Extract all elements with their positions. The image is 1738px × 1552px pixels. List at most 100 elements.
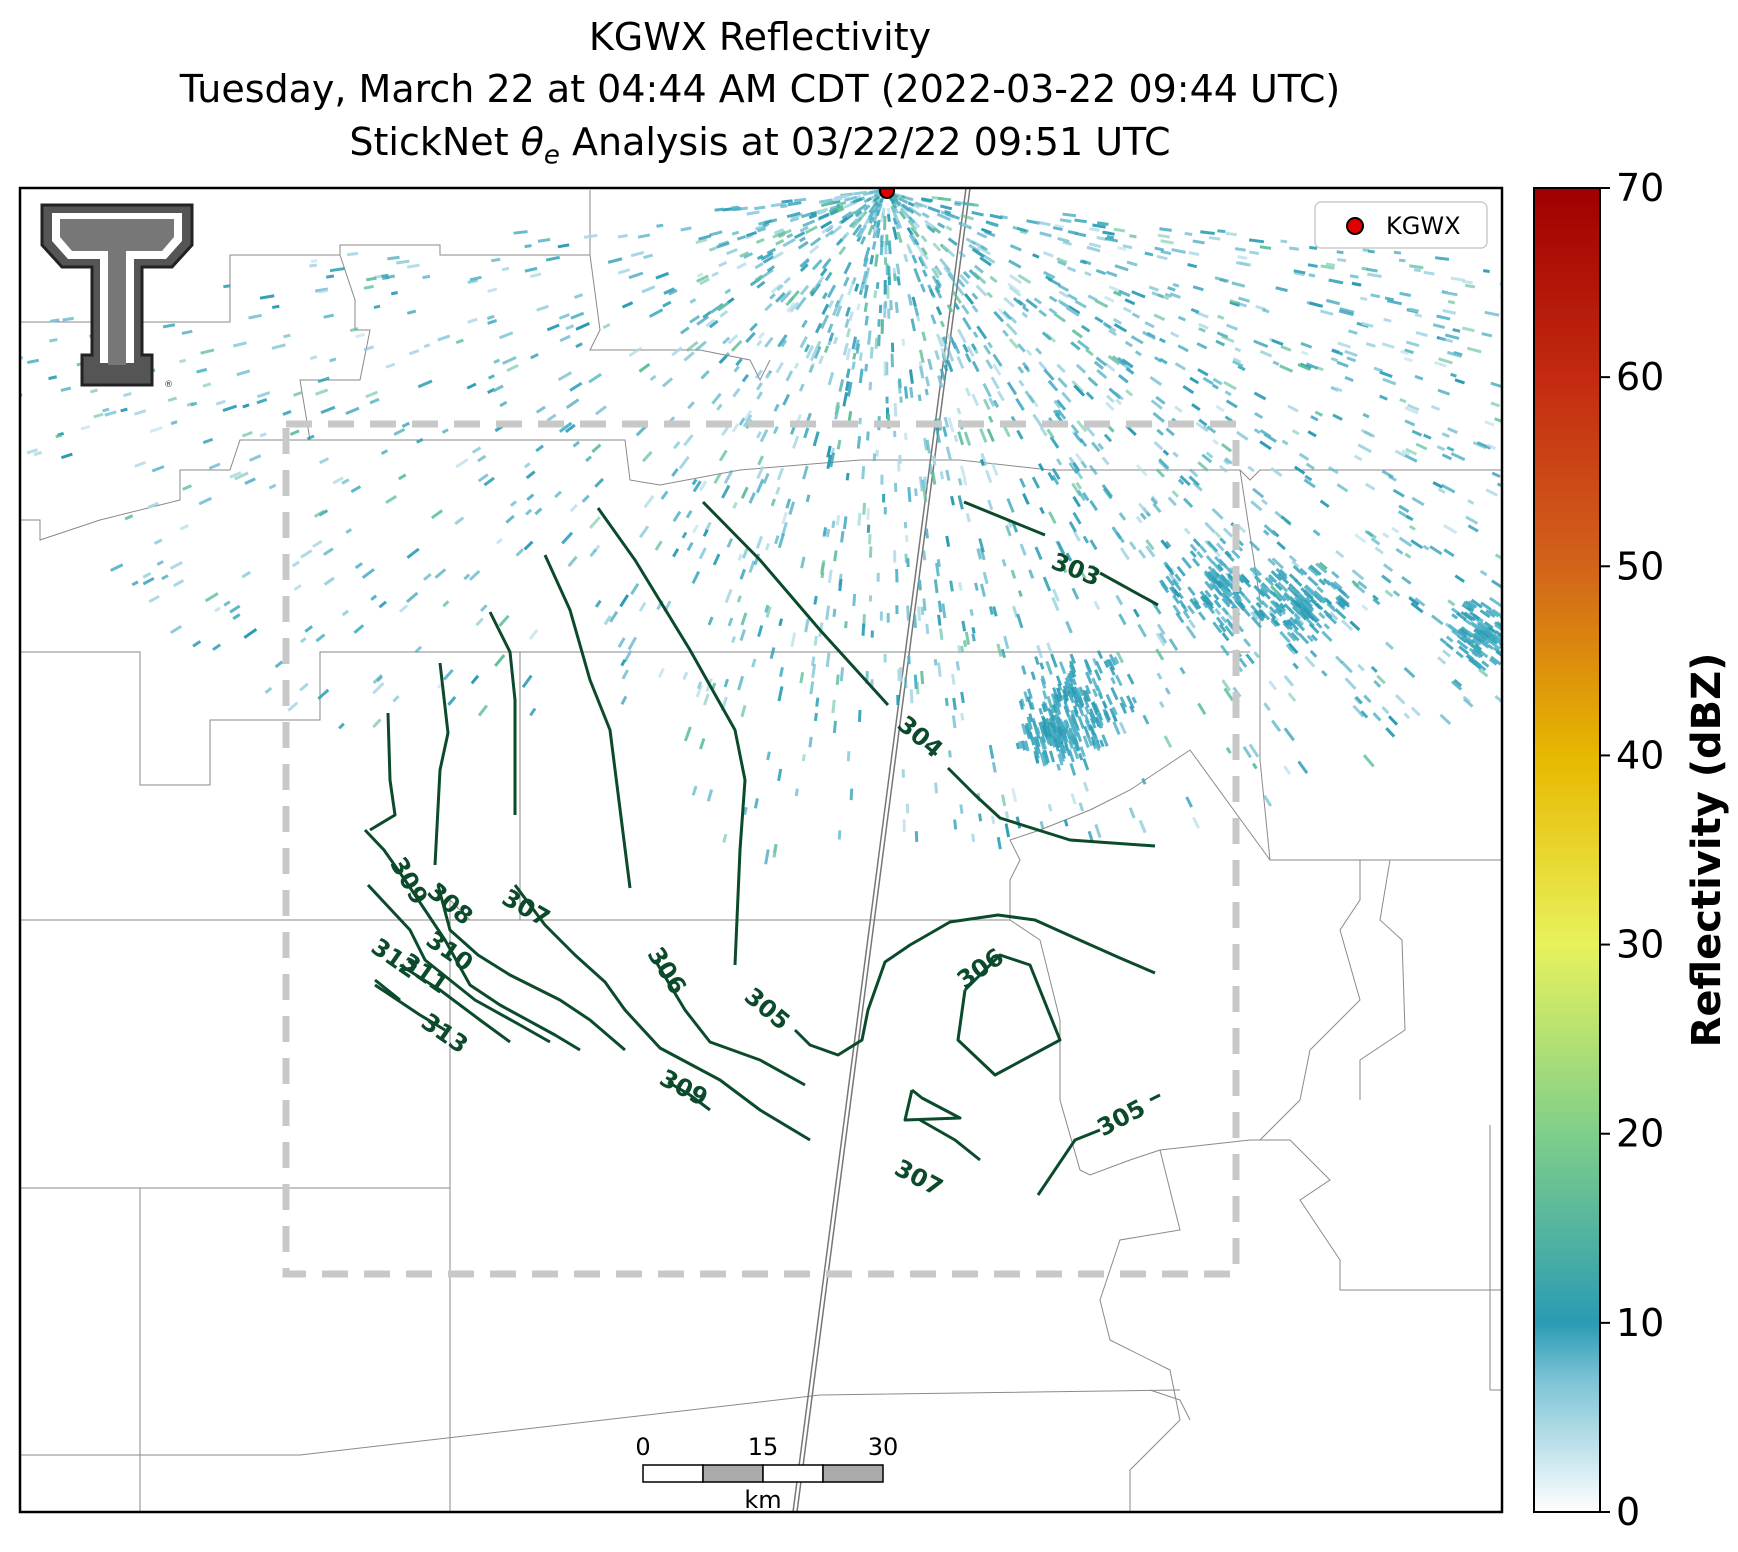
echo-pixel xyxy=(525,508,533,516)
echo-pixel xyxy=(864,363,869,372)
echo-pixel xyxy=(741,547,749,559)
echo-pixel xyxy=(1250,611,1260,621)
echo-pixel xyxy=(409,349,420,356)
echo-pixel xyxy=(1052,703,1058,713)
echo-pixel xyxy=(766,265,776,273)
echo-pixel xyxy=(310,259,318,263)
echo-pixel xyxy=(1124,298,1136,306)
echo-pixel xyxy=(123,392,132,398)
contour-304b xyxy=(946,766,1156,848)
echo-pixel xyxy=(1323,623,1331,630)
echo-pixel xyxy=(1488,640,1501,651)
echo-pixel xyxy=(1280,239,1288,244)
echo-pixel xyxy=(787,201,802,207)
echo-pixel xyxy=(724,288,732,295)
echo-pixel xyxy=(1040,677,1047,689)
echo-pixel xyxy=(1351,281,1362,287)
echo-pixel xyxy=(964,353,972,363)
echo-pixel xyxy=(1157,233,1171,239)
echo-pixel xyxy=(1384,641,1394,650)
echo-pixel xyxy=(1242,608,1251,617)
echo-pixel xyxy=(1082,781,1089,792)
echo-pixel xyxy=(1094,669,1102,681)
echo-pixel xyxy=(953,282,965,297)
echo-pixel xyxy=(338,722,345,730)
echo-pixel xyxy=(1117,246,1127,252)
echo-pixel xyxy=(1160,582,1170,594)
echo-pixel xyxy=(943,416,950,428)
echo-pixel xyxy=(1489,596,1502,608)
echo-pixel xyxy=(147,501,159,510)
echo-pixel xyxy=(1078,752,1084,761)
echo-pixel xyxy=(1338,309,1354,317)
echo-pixel xyxy=(1059,661,1067,675)
echo-pixel xyxy=(1248,250,1260,256)
echo-pixel xyxy=(960,712,965,721)
echo-pixel xyxy=(723,469,734,484)
echo-pixel xyxy=(764,542,771,551)
echo-pixel xyxy=(1113,656,1120,665)
echo-pixel xyxy=(1111,526,1122,540)
echo-pixel xyxy=(1234,247,1246,252)
echo-pixel xyxy=(557,243,570,249)
echo-pixel xyxy=(467,317,478,324)
echo-pixel xyxy=(1004,811,1010,819)
echo-pixel xyxy=(941,603,947,619)
echo-pixel xyxy=(1404,348,1414,355)
echo-pixel xyxy=(528,629,539,640)
echo-pixel xyxy=(1275,567,1288,580)
echo-pixel xyxy=(1252,487,1265,499)
echo-pixel xyxy=(964,631,971,645)
echo-pixel xyxy=(1057,726,1064,736)
echo-pixel xyxy=(842,342,849,356)
echo-pixel xyxy=(1460,636,1468,644)
echo-pixel xyxy=(809,236,822,247)
echo-pixel xyxy=(1279,364,1294,373)
echo-pixel xyxy=(820,571,825,579)
echo-pixel xyxy=(851,276,857,285)
echo-pixel xyxy=(332,476,344,485)
echo-pixel xyxy=(947,272,956,284)
echo-pixel xyxy=(1436,445,1446,452)
echo-pixel xyxy=(1011,788,1018,803)
echo-pixel xyxy=(899,396,903,403)
echo-pixel xyxy=(1156,623,1166,636)
echo-pixel xyxy=(933,659,938,666)
echo-pixel xyxy=(1118,512,1127,521)
echo-pixel xyxy=(643,495,655,509)
echo-pixel xyxy=(966,345,975,357)
echo-pixel xyxy=(1142,714,1150,725)
echo-pixel xyxy=(1104,295,1115,303)
echo-pixel xyxy=(1364,529,1374,538)
echo-pixel xyxy=(525,470,536,480)
echo-pixel xyxy=(1004,823,1011,838)
echo-pixel xyxy=(1414,597,1426,607)
echo-pixel xyxy=(1376,674,1386,685)
echo-pixel xyxy=(721,484,731,499)
echo-pixel xyxy=(1154,356,1163,363)
echo-pixel xyxy=(1321,630,1333,642)
echo-pixel xyxy=(1291,560,1300,569)
echo-pixel xyxy=(1280,345,1292,352)
echo-pixel xyxy=(1179,474,1191,487)
radar-site-marker[interactable] xyxy=(879,184,895,199)
echo-pixel xyxy=(1351,569,1365,581)
echo-pixel xyxy=(708,319,719,329)
echo-pixel xyxy=(920,197,933,203)
echo-pixel xyxy=(1278,568,1288,578)
echo-pixel xyxy=(1080,324,1091,333)
echo-pixel xyxy=(142,576,155,586)
echo-pixel xyxy=(1423,433,1432,440)
echo-pixel xyxy=(913,238,920,246)
echo-pixel xyxy=(641,285,656,294)
echo-pixel xyxy=(1285,643,1294,653)
echo-pixel xyxy=(933,579,939,594)
echo-pixel xyxy=(818,355,825,365)
echo-pixel xyxy=(1074,231,1087,238)
echo-pixel xyxy=(1443,524,1458,535)
echo-pixel xyxy=(319,457,330,465)
echo-pixel xyxy=(934,287,943,299)
echo-pixel xyxy=(913,614,918,629)
echo-pixel xyxy=(181,329,193,335)
echo-pixel xyxy=(1164,687,1171,695)
